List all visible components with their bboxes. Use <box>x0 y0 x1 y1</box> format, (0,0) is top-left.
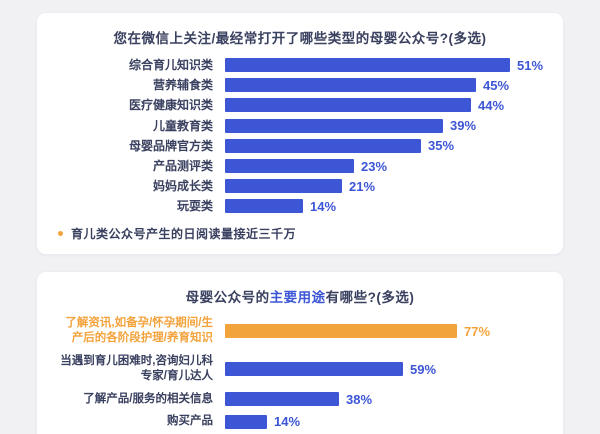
bar-value: 23% <box>361 158 388 174</box>
bar-category-label: 了解产品/服务的相关信息 <box>83 392 213 405</box>
bar-row: 了解资讯,如备孕/怀孕期间/生产后的各阶段护理/养育知识 77% <box>55 316 545 347</box>
bar <box>225 324 457 339</box>
bar-area: 38% <box>225 392 545 407</box>
bar-row: 综合育儿知识类 51% <box>55 57 545 73</box>
survey-card-main-uses: 母婴公众号的主要用途有哪些?(多选) 了解资讯,如备孕/怀孕期间/生产后的各阶段… <box>36 270 564 434</box>
bar-category-label: 产品测评类 <box>152 158 213 173</box>
bar <box>225 58 510 73</box>
chart-title-main-uses: 母婴公众号的主要用途有哪些?(多选) <box>55 286 545 306</box>
bar-area: 77% <box>225 324 545 339</box>
bar <box>225 179 342 194</box>
bar <box>225 362 403 377</box>
bar <box>225 118 443 133</box>
bar-row: 医疗健康知识类 44% <box>55 97 545 113</box>
bar-value: 59% <box>410 361 437 377</box>
bar-category-label: 玩耍类 <box>176 199 213 214</box>
title-part-highlight: 主要用途 <box>269 289 326 305</box>
bar-area: 35% <box>225 138 545 153</box>
bar-area: 14% <box>225 414 545 429</box>
bar-value: 44% <box>478 97 505 113</box>
bar-row: 营养辅食类 45% <box>55 77 545 93</box>
bar-category-label: 营养辅食类 <box>152 78 213 93</box>
title-part-pre: 母婴公众号的 <box>185 289 270 305</box>
bar-area: 14% <box>225 199 545 214</box>
bar-row: 儿童教育类 39% <box>55 118 545 134</box>
bar-area: 23% <box>225 159 545 174</box>
bar-category-label: 母婴品牌官方类 <box>128 138 213 153</box>
bar <box>225 98 471 113</box>
bar-area: 59% <box>225 362 545 377</box>
bar <box>225 199 303 214</box>
bar <box>225 159 354 174</box>
bar-row: 产品测评类 23% <box>55 158 545 174</box>
bullet-dot-icon <box>58 230 63 236</box>
bar-value: 21% <box>349 178 376 194</box>
bar-category-label: 了解资讯,如备孕/怀孕期间/生产后的各阶段护理/养育知识 <box>65 316 213 345</box>
bar-value: 14% <box>274 414 301 430</box>
bar-value: 77% <box>464 323 491 339</box>
bar-area: 45% <box>225 78 545 93</box>
bar-area: 21% <box>225 179 545 194</box>
bar-area: 51% <box>225 58 545 73</box>
bar <box>225 78 476 93</box>
bar-row: 母婴品牌官方类 35% <box>55 138 545 154</box>
bar <box>225 414 267 429</box>
bar-chart-account-types: 综合育儿知识类 51% 营养辅食类 45% 医疗健康知识类 44% 儿童教育类 39% 母婴品牌… <box>55 57 545 215</box>
bar <box>225 392 339 407</box>
bar-category-label: 购买产品 <box>167 415 213 428</box>
bar-row: 当遇到育儿困难时,咨询妇儿科专家/育儿达人 59% <box>55 354 545 385</box>
bar-chart-main-uses: 了解资讯,如备孕/怀孕期间/生产后的各阶段护理/养育知识 77% 当遇到育儿困难时,… <box>55 316 545 430</box>
bar-row: 了解产品/服务的相关信息 38% <box>55 392 545 408</box>
bar-category-label: 儿童教育类 <box>152 118 213 133</box>
bar-category-label: 妈妈成长类 <box>152 179 213 194</box>
footnote: 育儿类公众号产生的日阅读量接近三千万 <box>55 225 545 242</box>
bar <box>225 138 421 153</box>
bar-value: 35% <box>428 138 455 154</box>
bar-value: 51% <box>517 57 544 73</box>
bar-row: 妈妈成长类 21% <box>55 178 545 194</box>
footnote-text: 育儿类公众号产生的日阅读量接近三千万 <box>71 226 297 241</box>
chart-title-account-types: 您在微信上关注/最经常打开了哪些类型的母婴公众号?(多选) <box>113 31 487 46</box>
bar-category-label: 医疗健康知识类 <box>128 98 213 113</box>
bar-row: 玩耍类 14% <box>55 198 545 214</box>
bar-value: 38% <box>346 391 373 407</box>
bar-value: 45% <box>483 77 510 93</box>
bar-value: 14% <box>310 198 337 214</box>
survey-card-account-types: 您在微信上关注/最经常打开了哪些类型的母婴公众号?(多选) 综合育儿知识类 51%… <box>36 12 564 255</box>
bar-area: 39% <box>225 118 545 133</box>
bar-value: 39% <box>450 118 477 134</box>
bar-category-label: 综合育儿知识类 <box>128 58 213 72</box>
bar-area: 44% <box>225 98 545 113</box>
title-part-post: 有哪些?(多选) <box>325 289 415 305</box>
bar-category-label: 当遇到育儿困难时,咨询妇儿科专家/育儿达人 <box>60 354 213 383</box>
bar-row: 购买产品 14% <box>55 414 545 430</box>
